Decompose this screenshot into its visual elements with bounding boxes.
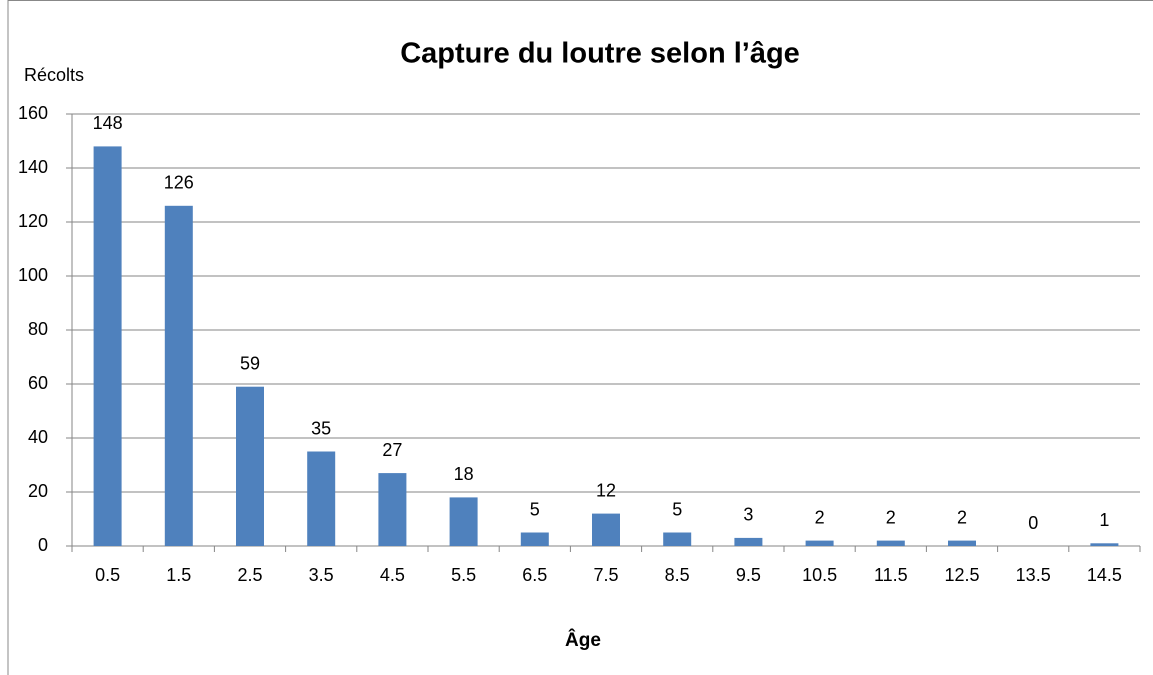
- x-tick-label: 1.5: [166, 565, 191, 585]
- y-tick-label: 0: [38, 535, 48, 555]
- bar: [948, 540, 976, 546]
- data-label: 5: [672, 499, 682, 519]
- y-tick-label: 20: [28, 481, 48, 501]
- data-label: 59: [240, 353, 260, 373]
- x-axis-label: Âge: [565, 629, 601, 651]
- bar: [307, 451, 336, 546]
- chart-title: Capture du loutre selon l’âge: [400, 38, 800, 70]
- data-label: 2: [886, 507, 896, 527]
- y-tick-label: 60: [28, 373, 48, 393]
- data-label: 3: [743, 505, 753, 525]
- x-tick-label: 4.5: [380, 565, 405, 585]
- y-tick-label: 120: [18, 211, 48, 231]
- x-tick-label: 2.5: [237, 565, 262, 585]
- x-tick-label: 14.5: [1087, 565, 1122, 585]
- data-label: 126: [164, 173, 194, 193]
- y-tick-label: 40: [28, 427, 48, 447]
- x-tick-label: 5.5: [451, 565, 476, 585]
- bar: [592, 513, 620, 546]
- data-label: 27: [382, 440, 402, 460]
- data-label: 0: [1028, 513, 1038, 533]
- x-tick-label: 8.5: [665, 565, 690, 585]
- bar: [236, 386, 264, 546]
- x-tick-label: 3.5: [309, 565, 334, 585]
- bar: [805, 540, 834, 546]
- data-label: 5: [530, 499, 540, 519]
- x-tick-label: 9.5: [736, 565, 761, 585]
- x-tick-label: 11.5: [874, 565, 908, 585]
- bar: [520, 532, 549, 546]
- y-tick-label: 100: [18, 265, 48, 285]
- data-label: 2: [957, 507, 967, 527]
- bar: [663, 532, 692, 546]
- x-tick-label: 7.5: [593, 565, 618, 585]
- bar: [734, 537, 763, 546]
- y-axis-label: Récolts: [24, 65, 84, 85]
- data-label: 2: [815, 507, 825, 527]
- data-label: 1: [1099, 510, 1109, 530]
- data-label: 12: [596, 480, 616, 500]
- y-tick-label: 140: [18, 157, 48, 177]
- bar: [93, 146, 122, 546]
- data-label: 18: [454, 464, 474, 484]
- x-tick-label: 13.5: [1016, 565, 1051, 585]
- y-tick-label: 80: [28, 319, 48, 339]
- x-tick-label: 0.5: [95, 565, 120, 585]
- y-tick-label: 160: [18, 103, 48, 123]
- x-tick-label: 10.5: [802, 565, 837, 585]
- data-label: 148: [93, 113, 123, 133]
- x-tick-label: 6.5: [522, 565, 547, 585]
- x-tick-label: 12.5: [944, 565, 979, 585]
- bar: [378, 473, 407, 546]
- bar: [164, 205, 193, 547]
- bar: [1090, 543, 1119, 546]
- data-label: 35: [311, 418, 331, 438]
- bar: [876, 540, 905, 546]
- bar: [449, 497, 478, 546]
